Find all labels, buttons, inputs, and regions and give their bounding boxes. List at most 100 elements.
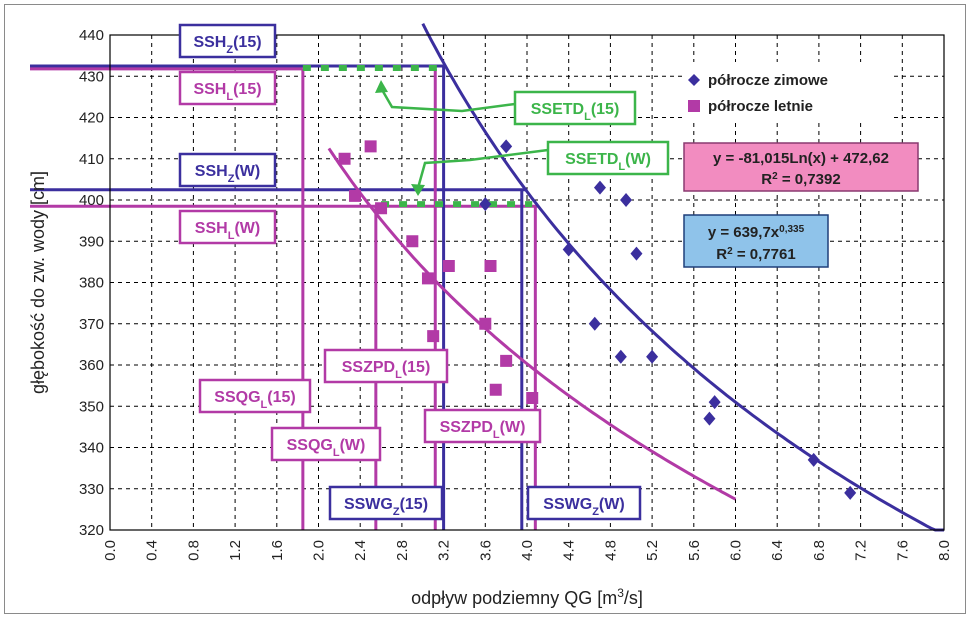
point-zimowe [593,180,606,195]
annotation-box [526,485,642,521]
legend-entry: półrocze letnie [708,98,813,115]
plot-area-border [109,34,945,531]
y-tick-label: 350 [79,398,104,415]
y-tick-label: 410 [79,151,104,168]
annotations: SSHZ(15) SSHL(15) SSHZ(W) SSHL(W) SSETDL(15)… [178,23,670,521]
x-tick-label: 3.2 [436,540,453,561]
annotation-ssetdl15: SSETDL(15) [513,90,637,126]
data-points [338,139,857,500]
y-axis-title: głębokość do zw. wody [cm] [28,171,48,394]
x-tick-label: 7.2 [853,540,870,561]
y-tick-label: 320 [79,522,104,539]
annotation-label: SSETDL(15) [531,101,620,123]
x-tick-label: 7.6 [894,540,911,561]
annotation-ssqglw: SSQGL(W) [270,426,382,462]
legend-entry: półrocze zimowe [708,72,828,89]
x-tick-label: 6.8 [811,540,828,561]
legend: półrocze zimowe półrocze letnie [682,62,892,122]
legend-marker-zimowe [688,74,700,86]
point-zimowe [620,193,633,207]
y-tick-label: 430 [79,68,104,85]
annotation-box [546,140,670,176]
annotation-label: SSHL(W) [195,220,260,242]
annotation-label: SSZPDL(15) [342,359,431,381]
y-tick-label: 420 [79,110,104,127]
point-zimowe [562,242,575,257]
annotation-label: SSHZ(W) [195,163,260,185]
y-tick-label: 340 [79,440,104,457]
x-tick-label: 1.6 [269,540,286,561]
x-tick-label: 1.2 [227,540,244,561]
point-letnie [484,260,497,272]
y-tick-label: 440 [79,27,104,44]
annotation-sszpdlw: SSZPDL(W) [423,408,542,444]
arrow-ssetd-15-head [375,80,388,93]
equation-boxes: y = -81,015Ln(x) + 472,62 R2 = 0,7392 y = … [683,142,919,268]
x-tick-label: 4.8 [602,540,619,561]
annotation-box [423,408,542,444]
point-letnie [442,260,455,272]
point-zimowe [708,395,721,410]
point-zimowe [588,316,601,331]
annotation-label: SSETDL(W) [565,151,651,173]
annotation-box [178,152,277,188]
x-tick-label: 5.6 [686,540,703,561]
annotation-box [328,485,444,521]
x-tick-label: 4.0 [519,540,536,561]
annotation-ssetdlw: SSETDL(W) [546,140,670,176]
annotation-sshl15: SSHL(15) [178,70,277,106]
equation-power-box [683,214,829,268]
x-tick-label: 0.8 [185,540,202,561]
point-letnie [500,354,513,367]
y-tick-label: 370 [79,316,104,333]
annotation-ssqgl15: SSQGL(15) [198,378,312,414]
x-tick-label: 0.4 [144,540,161,561]
trendline-power [421,23,944,532]
point-zimowe [646,349,659,364]
annotation-label: SSWGZ(W) [543,496,624,518]
point-zimowe [500,139,513,154]
x-tick-label: 2.8 [394,540,411,561]
point-letnie [348,189,361,202]
chart-frame [4,4,966,614]
point-zimowe [630,246,643,261]
annotation-sszpdl15: SSZPDL(15) [323,348,449,384]
point-zimowe [844,485,857,500]
equation-log-line1: y = -81,015Ln(x) + 472,62 [713,150,889,167]
x-axis-title: odpływ podziemny QG [m3/s] [411,586,643,608]
x-tick-label: 2.0 [311,540,328,561]
point-letnie [338,152,351,165]
point-letnie [427,330,440,343]
annotation-label: SSHL(15) [193,81,261,103]
annotation-sswgz15: SSWGZ(15) [328,485,444,521]
y-tick-label: 400 [79,192,104,209]
legend-marker-letnie [688,100,700,112]
equation-log-line2: R2 = 0,7392 [761,171,840,189]
x-tick-label: 5.2 [644,540,661,561]
x-tick-label: 6.0 [728,540,745,561]
annotation-label: SSWGZ(15) [344,496,428,518]
annotation-box [270,426,382,462]
point-letnie [406,235,419,248]
equation-power-line2: R2 = 0,7761 [716,246,795,264]
annotation-box [178,209,277,245]
x-tick-label: 2.4 [352,540,369,561]
arrow-ssetd-15 [379,87,516,113]
y-tick-label: 330 [79,481,104,498]
trendlines [327,23,944,532]
point-zimowe [807,452,820,467]
equation-power: y = 639,7x0,335 R2 = 0,7761 [683,214,829,268]
annotation-label: SSHZ(15) [193,34,261,56]
annotation-sshlw: SSHL(W) [178,209,277,245]
y-tick-label: 360 [79,357,104,374]
annotation-sshz15: SSHZ(15) [178,23,277,59]
arrow-ssetd-w-head [411,184,425,196]
arrow-ssetd-w [416,148,549,189]
trendline-log [327,147,737,501]
equation-power-line1: y = 639,7x0,335 [708,224,805,242]
annotation-box [178,23,277,59]
legend-box: półrocze zimowe półrocze letnie [682,62,892,122]
axes: 0.0 0.4 0.8 1.2 1.6 2.0 2.4 2.8 3.2 3.6 4.0 4.4 4.8 5… [28,27,953,608]
point-zimowe [614,349,627,364]
